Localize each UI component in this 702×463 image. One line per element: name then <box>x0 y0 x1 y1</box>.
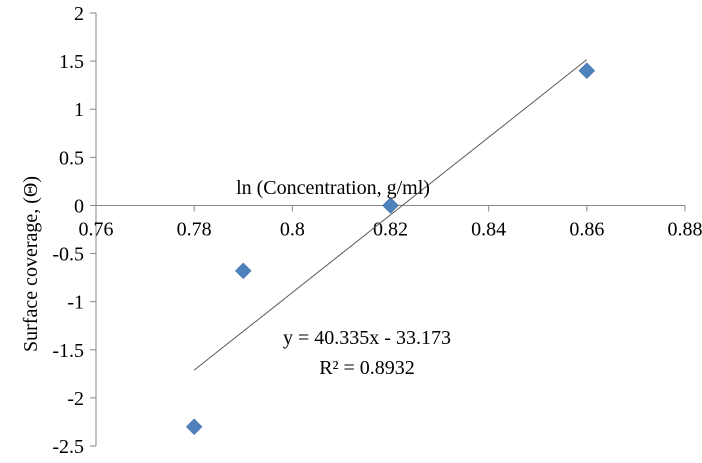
y-tick-label: -1 <box>67 292 84 314</box>
x-tick-label: 0.86 <box>569 218 604 240</box>
trendline <box>193 59 588 371</box>
x-tick-label: 0.82 <box>373 218 408 240</box>
trendline-equation: y = 40.335x - 33.173 <box>283 327 451 349</box>
x-axis-title: ln (Concentration, g/ml) <box>236 177 430 199</box>
y-tick-label: -2.5 <box>52 436 84 458</box>
y-tick-label: 0.5 <box>59 147 84 169</box>
data-point-diamond <box>185 418 203 436</box>
data-point-diamond <box>382 197 399 214</box>
x-tick-label: 0.84 <box>471 218 506 240</box>
data-points-layer <box>185 62 596 436</box>
y-tick-label: 2 <box>74 3 84 25</box>
r-squared-label: R² = 0.8932 <box>319 357 415 379</box>
y-tick-label: -0.5 <box>52 244 84 266</box>
data-point-diamond <box>234 262 252 280</box>
x-tick-label: 0.88 <box>668 218 702 240</box>
data-point-diamond <box>578 62 596 80</box>
y-tick-label: 1 <box>74 99 84 121</box>
trendline-layer <box>193 59 588 371</box>
y-tick-label: -1.5 <box>52 340 84 362</box>
y-tick-label: -2 <box>67 388 84 410</box>
y-tick-label: 0 <box>74 195 84 217</box>
y-tick-label: 1.5 <box>59 51 84 73</box>
x-tick-label: 0.8 <box>280 218 305 240</box>
x-tick-label: 0.78 <box>177 218 212 240</box>
y-axis-title: Surface coverage, (Θ) <box>20 176 42 352</box>
ticks-layer: 2 1.5 1 0.5 0 -0.5 -1 -1.5 -2 -2.5 0.76 0.78 0.8 0.82… <box>52 3 702 458</box>
x-tick-label: 0.76 <box>79 218 114 240</box>
